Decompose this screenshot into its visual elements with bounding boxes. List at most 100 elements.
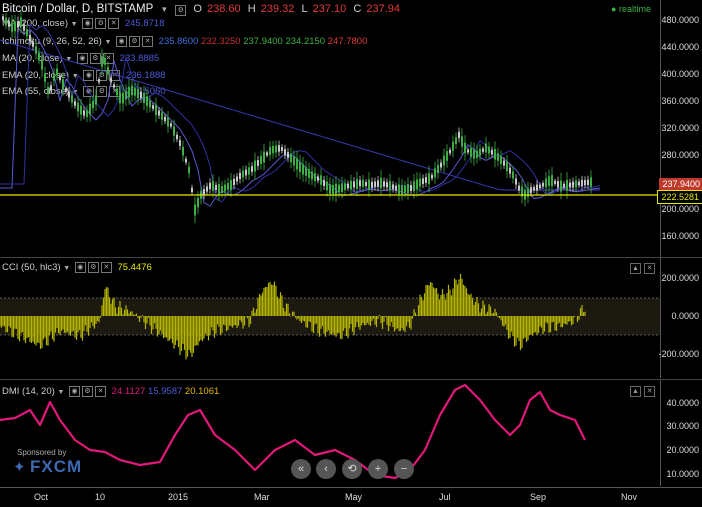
- legend-ema1[interactable]: EMA (20, close) ▼ ◉ ⚙ ✕ 236.1888: [2, 70, 166, 81]
- candle-body: [125, 90, 127, 100]
- pane-up-icon[interactable]: ▲: [630, 263, 641, 274]
- eye-icon[interactable]: ◉: [76, 53, 88, 64]
- legend-dropdown-icon[interactable]: ▼: [65, 56, 73, 64]
- candle-body: [194, 204, 196, 216]
- symbol-title[interactable]: Bitcoin / Dollar, D, BITSTAMP: [2, 3, 154, 15]
- candle-body: [587, 179, 589, 186]
- candle-body: [581, 179, 583, 186]
- symbol-dropdown-icon[interactable]: ▼: [160, 5, 169, 14]
- reset-chart-button[interactable]: ⟲: [342, 459, 362, 479]
- candle-body: [428, 173, 430, 185]
- price-chart[interactable]: [0, 0, 660, 257]
- candle-body: [494, 149, 496, 160]
- candle-body: [341, 183, 343, 193]
- candle-body: [131, 85, 133, 96]
- eye-icon[interactable]: ◉: [83, 70, 95, 81]
- eye-icon[interactable]: ◉: [69, 386, 81, 397]
- realtime-dot-icon: ●: [611, 4, 617, 14]
- candle-body: [11, 22, 13, 32]
- gear-icon[interactable]: ⚙: [89, 53, 101, 64]
- pane-separator[interactable]: [0, 257, 702, 258]
- dmi-chart[interactable]: [0, 380, 660, 486]
- price-axis[interactable]: 480.0000 440.0000 400.0000 360.0000 320.…: [657, 0, 702, 257]
- candle-body: [443, 155, 445, 166]
- ma200-line: [0, 39, 600, 191]
- pane-close-icon[interactable]: ✕: [644, 263, 655, 274]
- legend-ichimoku-v2: 232.3250: [200, 36, 241, 48]
- candle-body: [398, 184, 400, 194]
- close-icon[interactable]: ✕: [108, 18, 120, 29]
- candle-body: [566, 179, 568, 191]
- candle-body: [173, 126, 175, 136]
- settings-icon[interactable]: ⚙: [175, 5, 187, 16]
- realtime-label: realtime: [618, 4, 651, 14]
- legend-dropdown-icon[interactable]: ▼: [63, 265, 71, 273]
- pane-separator[interactable]: [0, 379, 702, 380]
- close-icon[interactable]: ✕: [102, 53, 114, 64]
- dmi-axis[interactable]: 40.0000 30.0000 20.0000 10.0000: [660, 380, 702, 486]
- candle-body: [377, 180, 379, 187]
- eye-icon[interactable]: ◉: [82, 18, 94, 29]
- fxcm-logo-icon: ✦: [13, 459, 26, 476]
- cci-axis[interactable]: 200.0000 0.0000 -200.0000: [658, 258, 702, 378]
- gear-icon[interactable]: ⚙: [129, 36, 141, 47]
- legend-ma200[interactable]: MA (200, close) ▼ ◉ ⚙ ✕ 245.8718: [2, 18, 164, 29]
- candle-body: [239, 172, 241, 180]
- candle-body: [242, 170, 244, 178]
- price-tick: 360.0000: [661, 96, 699, 106]
- gear-icon[interactable]: ⚙: [95, 18, 107, 29]
- eye-icon[interactable]: ◉: [74, 262, 86, 273]
- candle-body: [107, 66, 109, 75]
- candle-body: [20, 17, 22, 27]
- candle-body: [512, 171, 514, 179]
- candle-body: [278, 145, 280, 152]
- legend-dropdown-icon[interactable]: ▼: [70, 21, 78, 29]
- legend-ma[interactable]: MA (20, close) ▼ ◉ ⚙ ✕ 233.8885: [2, 53, 159, 64]
- gear-icon[interactable]: ⚙: [87, 262, 99, 273]
- candle-body: [440, 162, 442, 168]
- candle-body: [44, 73, 46, 82]
- time-label: 2015: [168, 492, 189, 502]
- legend-dropdown-icon[interactable]: ▼: [71, 73, 79, 81]
- gear-icon[interactable]: ⚙: [82, 386, 94, 397]
- current-price-tag: 237.9400: [659, 178, 702, 190]
- legend-ichimoku[interactable]: Ichimoku (9, 26, 52, 26) ▼ ◉ ⚙ ✕ 235.8600 …: [2, 36, 367, 47]
- gear-icon[interactable]: ⚙: [96, 86, 108, 97]
- legend-dmi-v2: 15.9587: [147, 386, 183, 398]
- pane-up-icon[interactable]: ▲: [630, 386, 641, 397]
- legend-dropdown-icon[interactable]: ▼: [104, 39, 112, 47]
- zoom-out-button[interactable]: −: [394, 459, 414, 479]
- sponsor-block[interactable]: Sponsored by ✦ FXCM: [13, 448, 82, 477]
- close-icon[interactable]: ✕: [142, 36, 154, 47]
- candle-body: [299, 161, 301, 173]
- candle-body: [590, 177, 592, 187]
- cci-chart[interactable]: [0, 258, 660, 378]
- pane-close-icon[interactable]: ✕: [644, 386, 655, 397]
- open-value: 238.60: [206, 3, 241, 15]
- dmi-line: [0, 383, 586, 480]
- candle-body: [59, 75, 61, 81]
- close-icon[interactable]: ✕: [100, 262, 112, 273]
- scroll-left-button[interactable]: ‹: [316, 459, 336, 479]
- candle-body: [290, 153, 292, 163]
- close-label: C: [353, 3, 362, 15]
- candle-body: [293, 156, 295, 166]
- candle-body: [188, 166, 190, 174]
- legend-dropdown-icon[interactable]: ▼: [57, 389, 65, 397]
- candle-body: [68, 91, 70, 98]
- legend-cci[interactable]: CCI (50, hlc3) ▼ ◉ ⚙ ✕ 75.4476: [2, 262, 152, 273]
- candle-body: [296, 158, 298, 170]
- price-tick: 200.0000: [661, 204, 699, 214]
- legend-dmi[interactable]: DMI (14, 20) ▼ ◉ ⚙ ✕ 24.1127 15.9587 20.10…: [2, 386, 219, 397]
- candle-body: [554, 180, 556, 184]
- zoom-in-button[interactable]: +: [368, 459, 388, 479]
- candle-body: [143, 93, 145, 103]
- candle-body: [305, 167, 307, 176]
- scroll-to-start-button[interactable]: «: [291, 459, 311, 479]
- time-axis[interactable]: Oct 10 2015 Mar May Jul Sep Nov: [0, 487, 702, 507]
- close-icon[interactable]: ✕: [95, 386, 107, 397]
- eye-icon[interactable]: ◉: [116, 36, 128, 47]
- legend-ma-value: 233.8885: [119, 53, 160, 65]
- candle-body: [533, 187, 535, 191]
- candle-body: [227, 183, 229, 190]
